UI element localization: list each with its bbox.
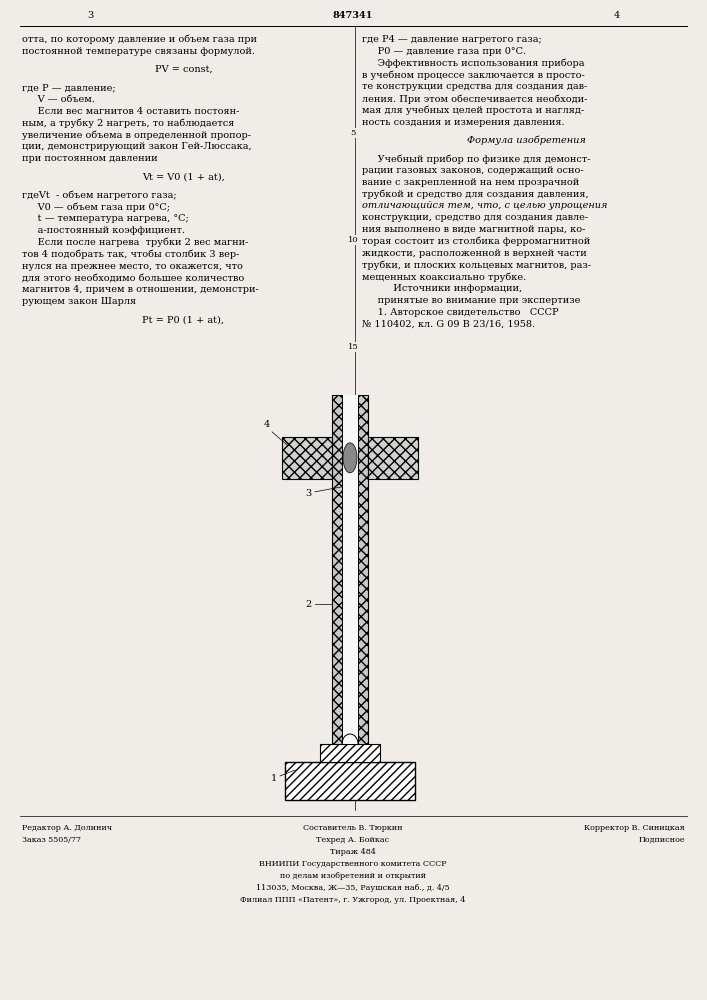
Text: P0 — давление газа при 0°С.: P0 — давление газа при 0°С. [362, 47, 526, 56]
Text: Pt = P0 (1 + at),: Pt = P0 (1 + at), [143, 315, 225, 324]
Text: конструкции, средство для создания давле-: конструкции, средство для создания давле… [362, 213, 588, 222]
Text: где P4 — давление нагретого газа;: где P4 — давление нагретого газа; [362, 35, 542, 44]
Text: при постоянном давлении: при постоянном давлении [22, 154, 158, 163]
Text: где P — давление;: где P — давление; [22, 83, 116, 92]
Text: 20: 20 [348, 450, 358, 458]
Text: 4: 4 [264, 420, 270, 429]
Text: ции, демонстрирующий закон Гей-Люссака,: ции, демонстрирующий закон Гей-Люссака, [22, 142, 252, 151]
Text: гдеVt  - объем нагретого газа;: гдеVt - объем нагретого газа; [22, 191, 177, 200]
Text: Заказ 5505/77: Заказ 5505/77 [22, 836, 81, 844]
Text: для этого необходимо большее количество: для этого необходимо большее количество [22, 273, 244, 282]
Text: 10: 10 [348, 236, 358, 244]
Text: нулся на прежнее место, то окажется, что: нулся на прежнее место, то окажется, что [22, 262, 243, 271]
Text: мещенных коаксиально трубке.: мещенных коаксиально трубке. [362, 272, 526, 282]
Bar [320, 744, 380, 762]
Text: ность создания и измерения давления.: ность создания и измерения давления. [362, 118, 565, 127]
Ellipse shape [343, 443, 357, 473]
Text: жидкости, расположенной в верхней части: жидкости, расположенной в верхней части [362, 249, 587, 258]
Text: мая для учебных целей простота и нагляд-: мая для учебных целей простота и нагляд- [362, 106, 584, 115]
Text: 5: 5 [350, 129, 356, 137]
Text: ВНИИПИ Государственного комитета СССР: ВНИИПИ Государственного комитета СССР [259, 860, 447, 868]
Text: 4: 4 [614, 11, 620, 20]
Bar [368, 437, 418, 479]
Text: 15: 15 [348, 343, 358, 351]
Text: те конструкции средства для создания дав-: те конструкции средства для создания дав… [362, 82, 588, 91]
Text: 1. Авторское свидетельство   СССР: 1. Авторское свидетельство СССР [362, 308, 559, 317]
Text: постоянной температуре связаны формулой.: постоянной температуре связаны формулой. [22, 47, 255, 56]
Text: Формула изобретения: Формула изобретения [467, 136, 585, 145]
Text: 2: 2 [305, 600, 312, 609]
Text: Техред А. Бойкас: Техред А. Бойкас [317, 836, 390, 844]
Bar [342, 395, 358, 744]
Text: трубкой и средство для создания давления,: трубкой и средство для создания давления… [362, 190, 589, 199]
Text: рующем закон Шарля: рующем закон Шарля [22, 297, 136, 306]
Text: принятые во внимание при экспертизе: принятые во внимание при экспертизе [362, 296, 580, 305]
Text: вание с закрепленной на нем прозрачной: вание с закрепленной на нем прозрачной [362, 178, 579, 187]
Bar [282, 437, 332, 479]
Text: в учебном процессе заключается в просто-: в учебном процессе заключается в просто- [362, 70, 585, 80]
Text: по делам изобретений и открытий: по делам изобретений и открытий [280, 872, 426, 880]
Bar [358, 395, 368, 744]
Text: рации газовых законов, содержащий осно-: рации газовых законов, содержащий осно- [362, 166, 583, 175]
Text: Тираж 484: Тираж 484 [330, 848, 376, 856]
Text: Корректор В. Синицкая: Корректор В. Синицкая [584, 824, 685, 832]
Text: 1: 1 [271, 774, 277, 783]
Text: Vt = V0 (1 + at),: Vt = V0 (1 + at), [142, 172, 225, 181]
Text: Если после нагрева  трубки 2 вес магни-: Если после нагрева трубки 2 вес магни- [22, 238, 248, 247]
Text: 113035, Москва, Ж—35, Раушская наб., д. 4/5: 113035, Москва, Ж—35, Раушская наб., д. … [256, 884, 450, 892]
Text: Составитель В. Тюркин: Составитель В. Тюркин [303, 824, 403, 832]
Text: Источники информации,: Источники информации, [362, 284, 522, 293]
Text: № 110402, кл. G 09 В 23/16, 1958.: № 110402, кл. G 09 В 23/16, 1958. [362, 319, 535, 328]
Bar [285, 762, 415, 800]
Text: тов 4 подобрать так, чтобы столбик 3 вер-: тов 4 подобрать так, чтобы столбик 3 вер… [22, 250, 240, 259]
Text: отта, по которому давление и объем газа при: отта, по которому давление и объем газа … [22, 35, 257, 44]
Text: a-постоянный коэффициент.: a-постоянный коэффициент. [22, 226, 185, 235]
Text: Учебный прибор по физике для демонст-: Учебный прибор по физике для демонст- [362, 154, 590, 164]
Text: торая состоит из столбика ферромагнитной: торая состоит из столбика ферромагнитной [362, 237, 590, 246]
Text: 847341: 847341 [333, 11, 373, 20]
Text: ления. При этом обеспечивается необходи-: ления. При этом обеспечивается необходи- [362, 94, 588, 104]
Text: ния выполнено в виде магнитной пары, ко-: ния выполнено в виде магнитной пары, ко- [362, 225, 585, 234]
Text: Если вес магнитов 4 оставить постоян-: Если вес магнитов 4 оставить постоян- [22, 107, 240, 116]
Bar [332, 395, 342, 744]
Text: Филиал ППП «Патент», г. Ужгород, ул. Проектная, 4: Филиал ППП «Патент», г. Ужгород, ул. Про… [240, 896, 466, 904]
Text: магнитов 4, причем в отношении, демонстри-: магнитов 4, причем в отношении, демонстр… [22, 285, 259, 294]
Text: 3: 3 [305, 489, 312, 498]
Text: трубки, и плоских кольцевых магнитов, раз-: трубки, и плоских кольцевых магнитов, ра… [362, 260, 591, 270]
Text: Редактор А. Долинич: Редактор А. Долинич [22, 824, 112, 832]
Text: 3: 3 [87, 11, 93, 20]
Text: Эффективность использования прибора: Эффективность использования прибора [362, 59, 585, 68]
Text: t — температура нагрева, °С;: t — температура нагрева, °С; [22, 214, 189, 223]
Text: ным, а трубку 2 нагреть, то наблюдается: ным, а трубку 2 нагреть, то наблюдается [22, 119, 235, 128]
Text: Подписное: Подписное [638, 836, 685, 844]
Text: увеличение объема в определенной пропор-: увеличение объема в определенной пропор- [22, 131, 251, 140]
Text: V — объем.: V — объем. [22, 95, 95, 104]
Text: отличающийся тем, что, с целью упрощения: отличающийся тем, что, с целью упрощения [362, 201, 607, 210]
Text: V0 — объем газа при 0°C;: V0 — объем газа при 0°C; [22, 203, 170, 212]
Text: PV = const,: PV = const, [155, 65, 212, 74]
